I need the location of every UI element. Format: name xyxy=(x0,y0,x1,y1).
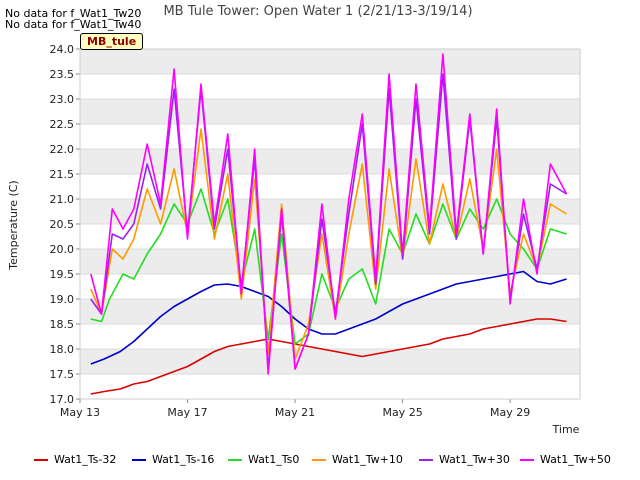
y-tick-label: 18.5 xyxy=(50,318,75,331)
y-tick-label: 22.5 xyxy=(50,118,75,131)
series-line-5 xyxy=(90,53,568,375)
grid-band xyxy=(80,99,580,124)
chart-title: MB Tule Tower: Open Water 1 (2/21/13-3/1… xyxy=(163,4,472,19)
y-tick-label: 20.5 xyxy=(50,218,75,231)
y-tick-label: 23.5 xyxy=(50,68,75,81)
site-badge: MB_tule xyxy=(80,33,144,50)
legend-swatch xyxy=(132,459,146,461)
x-tick-label: May 17 xyxy=(167,406,207,419)
series-line-0 xyxy=(90,318,567,395)
y-tick-label: 20.0 xyxy=(50,243,75,256)
grid-band xyxy=(80,299,580,324)
legend-label: Wat1_Ts-16 xyxy=(152,453,215,466)
no-data-note-2: No data for f_Wat1_Tw40 xyxy=(5,18,142,31)
no-data-note-1: No data for f_Wat1_Tw20 xyxy=(5,7,142,20)
legend-swatch xyxy=(34,459,48,461)
legend-item-tw50: Wat1_Tw+50 xyxy=(520,453,611,466)
y-tick-label: 19.0 xyxy=(50,293,75,306)
x-tick-label: May 13 xyxy=(60,406,100,419)
series-line-1 xyxy=(90,270,567,365)
y-axis-label: Temperature (C) xyxy=(7,180,20,270)
legend-label: Wat1_Tw+30 xyxy=(439,453,510,466)
x-tick-label: May 21 xyxy=(275,406,315,419)
x-tick-label: May 25 xyxy=(382,406,422,419)
series-line-2 xyxy=(90,188,567,345)
legend-swatch xyxy=(228,459,242,461)
legend: Wat1_Ts-32 Wat1_Ts-16 Wat1_Ts0 Wat1_Tw+1… xyxy=(0,453,640,469)
grid-band xyxy=(80,349,580,374)
y-tick-label: 24.0 xyxy=(50,43,75,56)
legend-label: Wat1_Ts0 xyxy=(248,453,300,466)
x-axis-label: Time xyxy=(552,423,580,436)
y-tick-label: 19.5 xyxy=(50,268,75,281)
legend-item-ts-16: Wat1_Ts-16 xyxy=(132,453,214,466)
plot-frame xyxy=(79,48,581,400)
y-tick-label: 17.0 xyxy=(50,393,75,406)
legend-label: Wat1_Tw+50 xyxy=(540,453,611,466)
legend-swatch xyxy=(312,459,326,461)
legend-label: Wat1_Ts-32 xyxy=(54,453,117,466)
y-tick-label: 22.0 xyxy=(50,143,75,156)
series-lines xyxy=(90,53,568,395)
y-axis: 17.0 17.5 18.0 18.5 19.0 19.5 20.0 20.5 21.0 21.5… xyxy=(50,43,80,406)
legend-swatch xyxy=(419,459,433,461)
legend-label: Wat1_Tw+10 xyxy=(332,453,403,466)
y-tick-label: 18.0 xyxy=(50,343,75,356)
legend-item-ts0: Wat1_Ts0 xyxy=(228,453,299,466)
legend-item-tw30: Wat1_Tw+30 xyxy=(419,453,510,466)
y-tick-label: 17.5 xyxy=(50,368,75,381)
legend-item-tw10: Wat1_Tw+10 xyxy=(312,453,403,466)
x-axis: May 13 May 17 May 21 May 25 May 29 xyxy=(60,399,530,419)
y-tick-label: 21.0 xyxy=(50,193,75,206)
legend-item-ts-32: Wat1_Ts-32 xyxy=(34,453,116,466)
legend-swatch xyxy=(520,459,534,461)
y-tick-label: 23.0 xyxy=(50,93,75,106)
grid-band xyxy=(80,49,580,74)
y-tick-label: 21.5 xyxy=(50,168,75,181)
x-tick-label: May 29 xyxy=(490,406,530,419)
grid-band xyxy=(80,149,580,174)
